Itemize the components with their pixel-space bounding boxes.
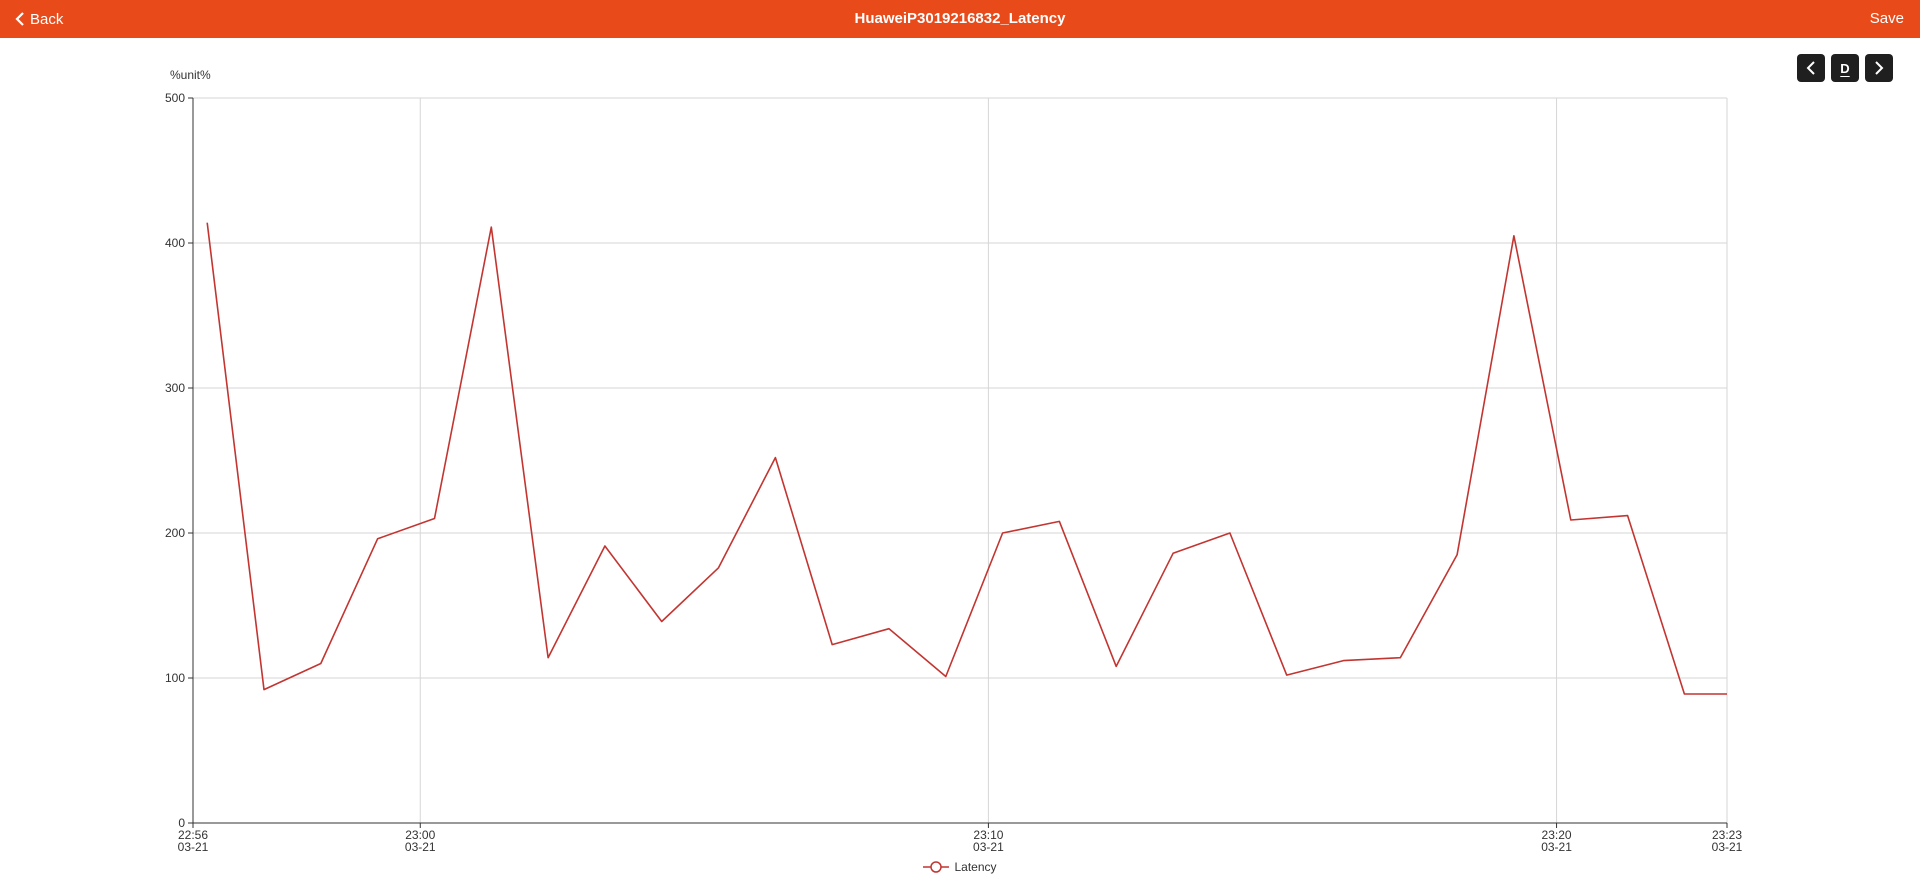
period-mode-label: D: [1840, 60, 1850, 76]
legend-line-icon: [923, 861, 950, 873]
chart-legend[interactable]: Latency: [0, 859, 1920, 875]
header-bar: Back HuaweiP3019216832_Latency Save: [0, 0, 1920, 38]
y-tick-label: 300: [165, 381, 185, 395]
x-tick-time-label: 23:23: [1712, 828, 1742, 842]
x-tick-date-label: 03-21: [973, 840, 1004, 854]
x-tick-time-label: 23:00: [405, 828, 435, 842]
prev-period-button[interactable]: [1797, 54, 1825, 82]
chevron-right-icon: [1875, 61, 1884, 75]
save-button[interactable]: Save: [1869, 10, 1904, 27]
x-tick-time-label: 22:56: [178, 828, 208, 842]
y-tick-label: 500: [165, 91, 185, 105]
legend-label: Latency: [954, 860, 997, 874]
chevron-left-icon: [1806, 61, 1815, 75]
y-tick-label: 0: [178, 816, 185, 830]
x-tick-date-label: 03-21: [405, 840, 436, 854]
y-tick-label: 400: [165, 236, 185, 250]
back-label: Back: [30, 10, 64, 28]
y-unit-label: %unit%: [170, 68, 211, 82]
x-tick-time-label: 23:10: [973, 828, 1003, 842]
x-tick-time-label: 23:20: [1542, 828, 1572, 842]
back-button[interactable]: Back: [14, 0, 63, 38]
next-period-button[interactable]: [1865, 54, 1893, 82]
chevron-left-icon: [15, 12, 24, 26]
series-line-latency: [206, 222, 1727, 695]
y-tick-label: 100: [165, 671, 185, 685]
x-tick-date-label: 03-21: [178, 840, 209, 854]
x-tick-date-label: 03-21: [1541, 840, 1572, 854]
period-mode-button[interactable]: D: [1831, 54, 1859, 82]
y-tick-label: 200: [165, 526, 185, 540]
period-controls: D: [1797, 54, 1893, 82]
x-tick-date-label: 03-21: [1712, 840, 1743, 854]
